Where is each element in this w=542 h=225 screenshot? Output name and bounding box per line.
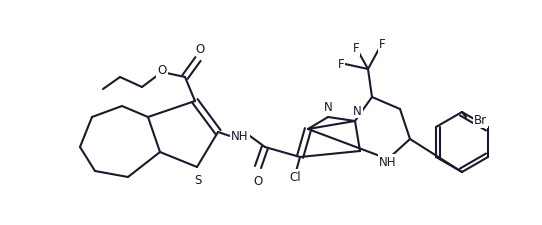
- Text: NH: NH: [231, 130, 249, 143]
- Text: O: O: [157, 64, 166, 77]
- Text: Cl: Cl: [289, 171, 301, 184]
- Text: O: O: [195, 43, 205, 56]
- Text: N: N: [353, 105, 362, 117]
- Text: F: F: [379, 38, 385, 51]
- Text: S: S: [195, 173, 202, 186]
- Text: F: F: [353, 42, 359, 55]
- Text: F: F: [338, 58, 344, 71]
- Text: Br: Br: [474, 114, 487, 127]
- Text: N: N: [324, 101, 332, 113]
- Text: O: O: [253, 174, 263, 187]
- Text: NH: NH: [379, 156, 397, 169]
